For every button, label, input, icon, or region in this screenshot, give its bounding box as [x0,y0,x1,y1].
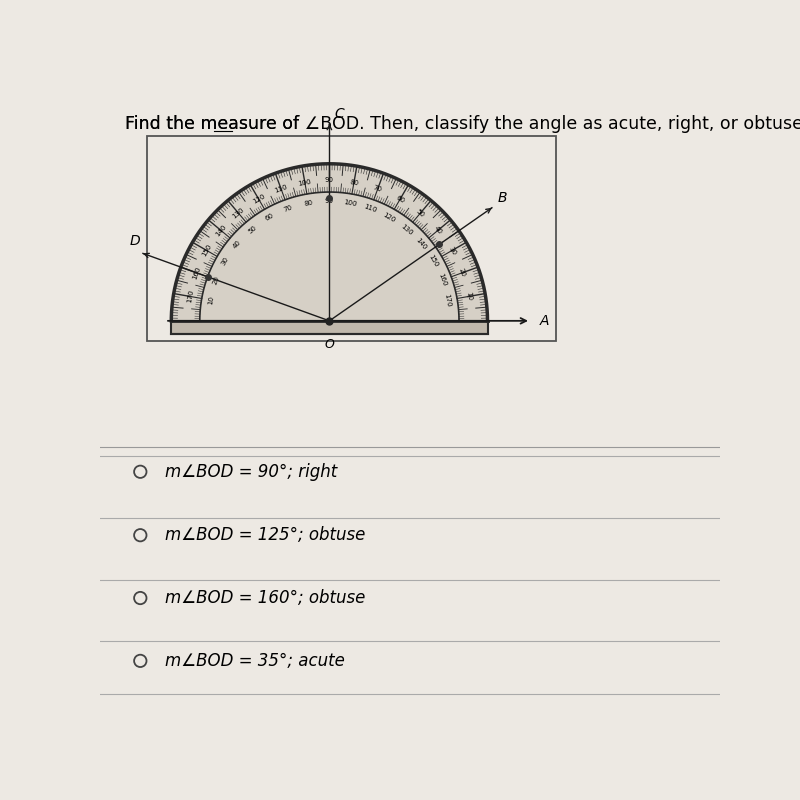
Text: 60: 60 [264,213,274,222]
Text: 100: 100 [343,199,358,207]
Text: 160: 160 [191,266,202,280]
Text: 170: 170 [444,293,452,307]
Text: 20: 20 [458,267,466,278]
Text: 70: 70 [283,204,294,213]
Text: 90: 90 [325,198,334,205]
Text: 160: 160 [437,273,447,287]
Text: B: B [498,190,508,205]
Text: C: C [334,106,344,121]
Text: 140: 140 [214,223,228,238]
Text: 110: 110 [274,184,288,194]
Text: 130: 130 [399,222,414,236]
Text: Find the measure of: Find the measure of [125,114,305,133]
Text: 150: 150 [427,254,439,269]
Text: 80: 80 [303,199,314,207]
Text: 120: 120 [382,211,397,223]
Text: Find the measure of ∠BOD. Then, classify the angle as acute, right, or obtuse.: Find the measure of ∠BOD. Then, classify… [125,114,800,133]
Text: 40: 40 [433,225,443,236]
Text: 50: 50 [247,224,258,234]
Text: m∠BOD = 160°; obtuse: m∠BOD = 160°; obtuse [165,589,366,607]
Text: 80: 80 [349,178,359,186]
Text: A: A [540,314,550,328]
Text: D: D [130,234,140,249]
Text: 170: 170 [186,290,194,303]
Text: 40: 40 [232,238,242,250]
Text: 110: 110 [363,203,378,214]
Text: 100: 100 [298,178,312,186]
Text: 30: 30 [221,256,230,266]
Text: 70: 70 [373,184,383,193]
Bar [171,321,487,334]
Text: 150: 150 [201,243,213,258]
Text: 130: 130 [231,206,246,220]
Text: 120: 120 [251,193,266,205]
Text: m∠BOD = 90°; right: m∠BOD = 90°; right [165,462,338,481]
Text: 10: 10 [207,295,215,305]
Text: 50: 50 [415,208,426,218]
Text: 10: 10 [465,291,473,302]
Text: m∠BOD = 35°; acute: m∠BOD = 35°; acute [165,652,345,670]
Text: 140: 140 [415,237,428,251]
Text: 60: 60 [394,194,406,204]
Text: O: O [325,338,334,351]
Text: 90: 90 [325,178,334,183]
Text: 20: 20 [212,275,221,286]
Polygon shape [171,164,487,321]
Text: m∠BOD = 125°; obtuse: m∠BOD = 125°; obtuse [165,526,366,544]
Bar [146,136,556,341]
Text: 30: 30 [447,245,457,256]
